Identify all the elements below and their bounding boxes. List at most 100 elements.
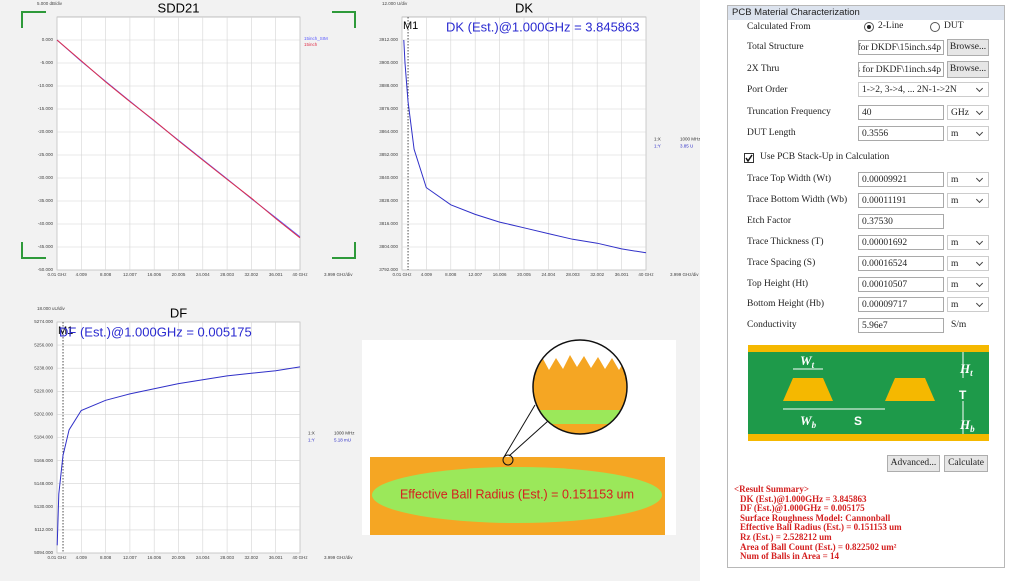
trace: [885, 378, 935, 401]
y-tick-label: 5202.000: [34, 412, 53, 417]
x-tick-label: 8.008: [100, 272, 112, 277]
x-tick-label: 36.001: [269, 555, 283, 560]
x-tick-label: 20.005: [517, 272, 531, 277]
unit-dropdown[interactable]: GHz: [947, 105, 989, 120]
radio-label: DUT: [944, 21, 964, 31]
x-tick-label: 4.009: [421, 272, 433, 277]
field-value[interactable]: 0.3556: [858, 126, 944, 141]
field-value[interactable]: 0.37530: [858, 214, 944, 229]
marker-info: 1:X: [654, 137, 661, 142]
annotation: DK (Est.)@1.000GHz = 3.845863: [446, 19, 640, 34]
unit-dropdown[interactable]: m: [947, 235, 989, 250]
s-label: S: [854, 414, 862, 428]
x-tick-label: 12.007: [123, 555, 137, 560]
field-label: Trace Top Width (Wt): [747, 174, 832, 184]
checkbox[interactable]: [744, 153, 754, 163]
plot-title: DK: [515, 0, 533, 15]
x-tick-label: 20.005: [172, 555, 186, 560]
browse-button[interactable]: Browse...: [947, 39, 989, 56]
marker-info: 1:Y: [654, 144, 661, 149]
dims: [783, 352, 964, 434]
check-mark: [745, 154, 753, 163]
unit-dropdown[interactable]: m: [947, 126, 989, 141]
y-tick-label: 3876.000: [379, 106, 398, 111]
zoom-line: [508, 420, 549, 457]
y-tick-label: 5112.000: [35, 527, 54, 532]
browse-button[interactable]: Browse...: [947, 61, 989, 78]
result-line: <Result Summary>: [734, 484, 810, 494]
sub: t: [970, 368, 973, 378]
marker-info: 1000 MHz: [334, 431, 355, 436]
radio[interactable]: [930, 22, 940, 32]
y-tick-label: 3888.000: [379, 83, 398, 88]
y-tick-label: 3864.000: [379, 129, 398, 134]
t-label: T: [959, 388, 967, 402]
calculate-button[interactable]: Calculate: [944, 455, 988, 472]
annotation: DF (Est.)@1.000GHz = 0.005175: [59, 324, 252, 339]
path-box[interactable]: for DKDF\15inch.s4p: [858, 40, 944, 55]
radio-label: 2-Line: [878, 21, 904, 31]
result-line: DK (Est.)@1.000GHz = 3.845863: [740, 493, 867, 504]
label: Total Structure: [747, 42, 804, 52]
radio[interactable]: [864, 22, 874, 32]
marker-name: M1: [58, 325, 73, 337]
series-line: [403, 39, 647, 254]
marker-info: 1000 MHz: [680, 137, 700, 142]
x-tick-label: 40 GHz: [638, 272, 654, 277]
label: 2X Thru: [747, 64, 780, 74]
x-tick-label: 12.007: [468, 272, 482, 277]
field-value[interactable]: 0.00009717: [858, 297, 944, 312]
y-tick-label: 5094.000: [34, 550, 53, 555]
field-value[interactable]: 0.00001692: [858, 235, 944, 250]
x-tick-label: 8.008: [445, 272, 457, 277]
marker-info: 5.18 mU: [334, 438, 351, 443]
unit-dropdown[interactable]: m: [947, 172, 989, 187]
plots-area: Effective Ball Radius (Est.) = 0.151153 …: [0, 0, 700, 581]
y-div-label: 5.000 dB/div: [37, 1, 63, 6]
y-tick-label: 3900.000: [379, 60, 398, 65]
y-tick-label: 3816.000: [379, 221, 398, 226]
field-label: Trace Bottom Width (Wb): [747, 195, 848, 205]
field-value[interactable]: 0.00010507: [858, 277, 944, 292]
advanced-button[interactable]: Advanced...: [887, 455, 940, 472]
x-tick-label: 24.004: [542, 272, 556, 277]
unit-dropdown[interactable]: m: [947, 256, 989, 271]
path-box[interactable]: s for DKDF\1inch.s4p: [858, 62, 944, 77]
sub: b: [812, 420, 817, 430]
x-div-label: 3.999 GHz/div: [324, 555, 353, 560]
field-value[interactable]: 0.00011191: [858, 193, 944, 208]
field-label: Trace Thickness (T): [747, 237, 824, 247]
y-tick-label: 3792.000: [379, 267, 398, 272]
field-value[interactable]: 0.00016524: [858, 256, 944, 271]
port-order-dropdown[interactable]: 1->2, 3->4, ... 2N-1->2N: [858, 82, 989, 97]
y-div-label: 12.000 U/div: [382, 1, 408, 6]
unit-dropdown[interactable]: m: [947, 193, 989, 208]
x-tick-label: 28.003: [220, 272, 234, 277]
field-label: Conductivity: [747, 320, 797, 330]
unit-dropdown[interactable]: m: [947, 297, 989, 312]
field-value[interactable]: 0.00009921: [858, 172, 944, 187]
x-tick-label: 32.002: [245, 555, 259, 560]
check: [745, 154, 753, 163]
bracket: [21, 242, 46, 259]
y-tick-label: -45.000: [38, 244, 54, 249]
field-value[interactable]: 5.96e7: [858, 318, 944, 333]
unit-dropdown[interactable]: m: [947, 277, 989, 292]
x-tick-label: 40 GHz: [292, 555, 308, 560]
ball-region: [372, 467, 662, 523]
y-tick-label: 3828.000: [379, 198, 398, 203]
x-div-label: 3.999 GHz/div: [670, 272, 699, 277]
wt-label: Wt: [800, 353, 815, 370]
y-tick-label: -20.000: [38, 129, 54, 134]
x-tick-label: 0.01 GHz: [392, 272, 412, 277]
field-value[interactable]: 40: [858, 105, 944, 120]
y-tick-label: -25.000: [38, 152, 54, 157]
y-tick-label: 5148.000: [34, 481, 53, 486]
y-div-label: 18.000 uU/div: [37, 306, 66, 311]
x-tick-label: 36.001: [615, 272, 629, 277]
x-tick-label: 24.004: [196, 272, 210, 277]
sym: W: [800, 413, 813, 428]
roughness-figure: Effective Ball Radius (Est.) = 0.151153 …: [362, 339, 676, 535]
y-tick-label: 5256.000: [34, 342, 53, 347]
